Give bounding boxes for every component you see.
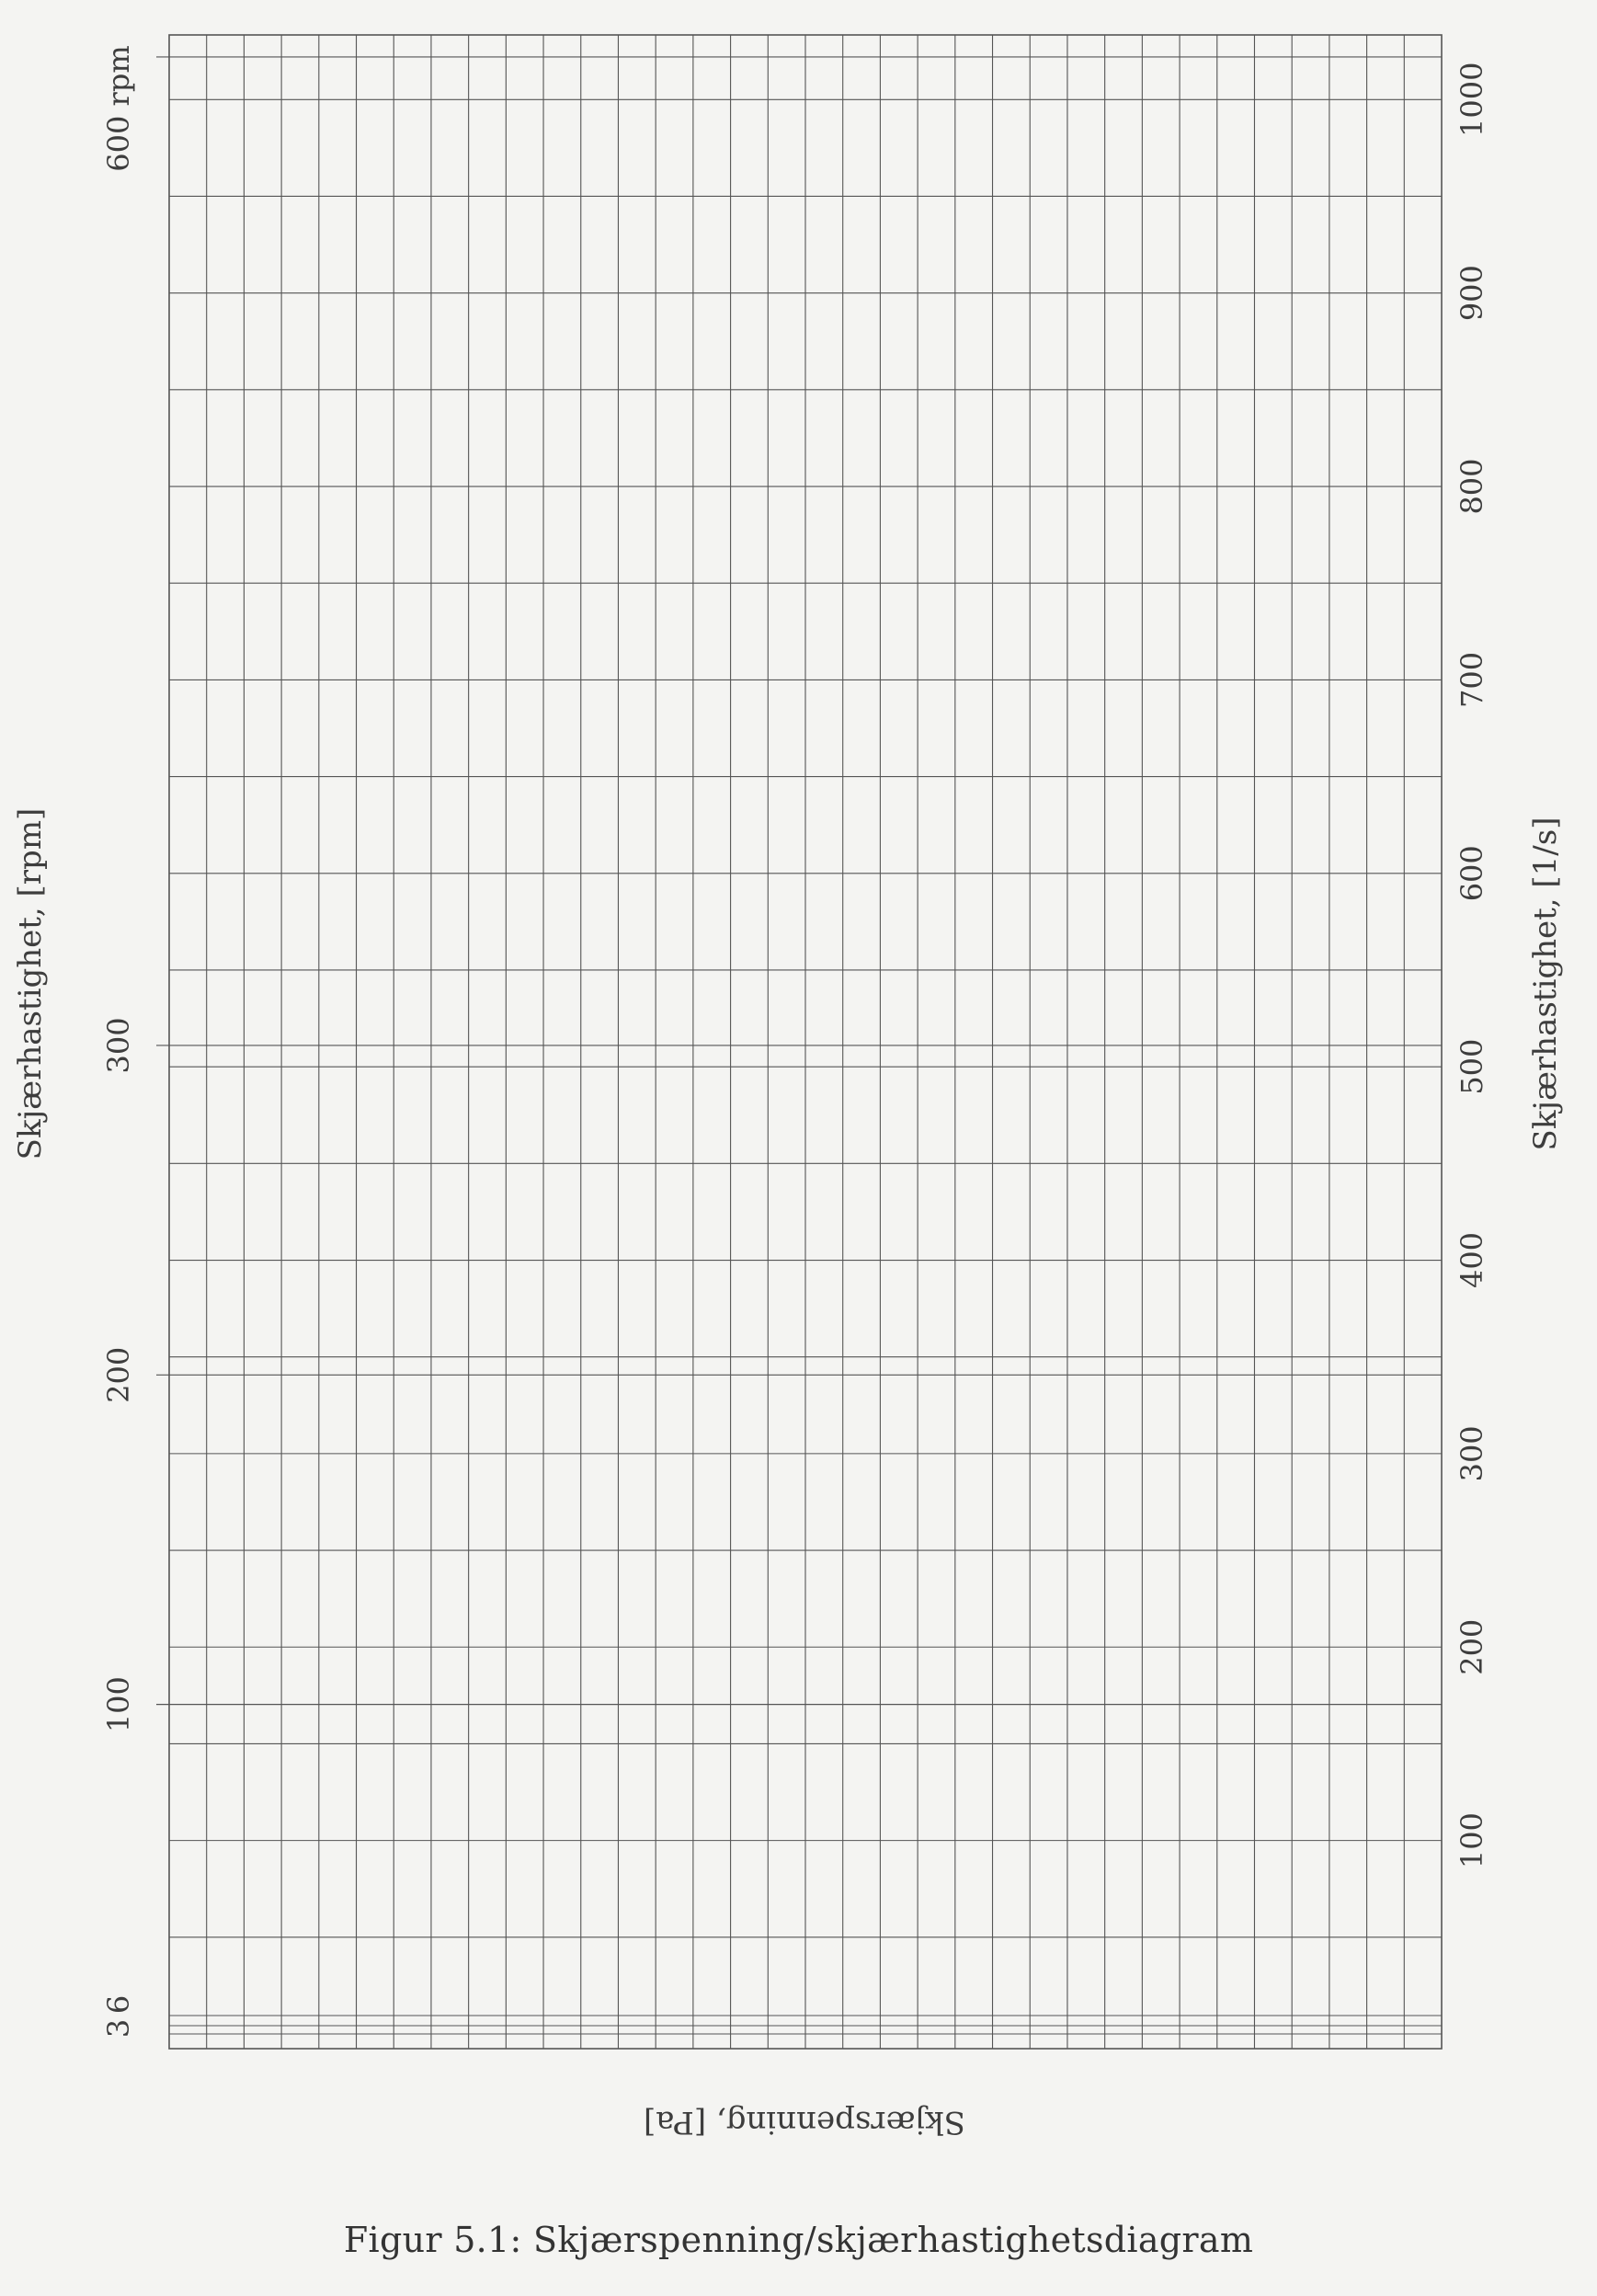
figure-caption: Figur 5.1: Skjærspenning/skjærhastighets… bbox=[343, 2220, 1254, 2260]
rpm-tick-label: 300 bbox=[101, 1017, 136, 1073]
rpm-tick-label: 600 rpm bbox=[101, 45, 136, 171]
s-tick-label: 500 bbox=[1454, 1039, 1489, 1095]
s-tick-label: 100 bbox=[1454, 1812, 1489, 1868]
rpm-tick-label: 200 bbox=[101, 1347, 136, 1403]
s-tick-label: 600 bbox=[1454, 845, 1489, 901]
rpm-axis-ticks: 3 6 100 200 300 600 rpm bbox=[101, 45, 136, 2038]
rpm-tick-label: 3 bbox=[101, 2019, 136, 2038]
rpm-tick-label: 6 bbox=[101, 1995, 136, 2014]
horizontal-gridlines bbox=[156, 56, 1442, 2035]
rpm-axis-label: Skjærhastighet, [rpm] bbox=[12, 808, 49, 1160]
s-tick-label: 200 bbox=[1454, 1619, 1489, 1675]
rpm-tick-label: 100 bbox=[101, 1676, 136, 1732]
s-tick-label: 300 bbox=[1454, 1425, 1489, 1481]
s-tick-label: 900 bbox=[1454, 265, 1489, 321]
s-tick-label: 400 bbox=[1454, 1232, 1489, 1288]
s-tick-label: 1000 bbox=[1454, 63, 1489, 137]
vertical-gridlines bbox=[206, 35, 1405, 2049]
s-tick-label: 800 bbox=[1454, 458, 1489, 514]
per-second-axis-ticks: 100 200 300 400 500 600 700 800 900 1000 bbox=[1454, 63, 1489, 1869]
s-tick-label: 700 bbox=[1454, 652, 1489, 708]
shear-stress-axis-label: Skjærspenning, [Pa] bbox=[644, 2104, 965, 2141]
per-second-axis-label: Skjærhastighet, [1/s] bbox=[1527, 817, 1564, 1151]
